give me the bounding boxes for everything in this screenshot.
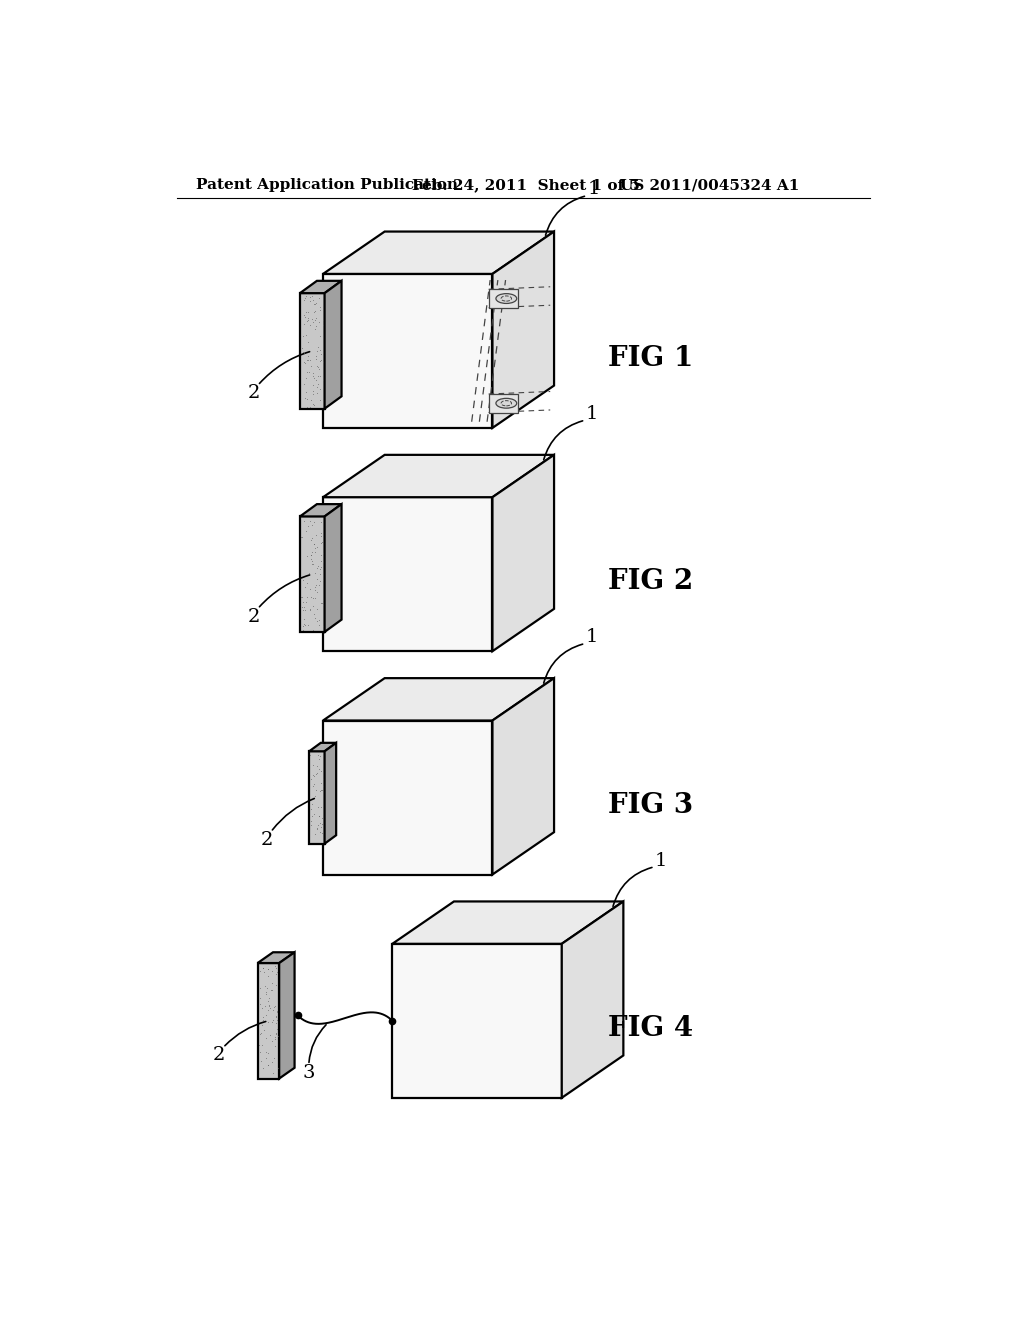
Polygon shape	[323, 721, 493, 875]
Polygon shape	[309, 751, 325, 843]
Polygon shape	[258, 964, 280, 1078]
Text: 2: 2	[213, 1047, 225, 1064]
Text: US 2011/0045324 A1: US 2011/0045324 A1	[620, 178, 799, 193]
Polygon shape	[258, 952, 295, 964]
Text: 1: 1	[587, 181, 599, 198]
Polygon shape	[323, 678, 554, 721]
Polygon shape	[300, 281, 342, 293]
Polygon shape	[392, 902, 624, 944]
Text: FIG 3: FIG 3	[608, 792, 693, 818]
Ellipse shape	[496, 293, 517, 304]
Polygon shape	[280, 952, 295, 1078]
Ellipse shape	[496, 399, 517, 408]
Polygon shape	[300, 516, 325, 632]
Text: Feb. 24, 2011  Sheet 1 of 5: Feb. 24, 2011 Sheet 1 of 5	[412, 178, 639, 193]
Text: FIG 4: FIG 4	[608, 1015, 693, 1041]
Polygon shape	[323, 275, 493, 428]
Polygon shape	[325, 743, 336, 843]
Text: 2: 2	[248, 384, 260, 403]
Text: 3: 3	[302, 1064, 315, 1082]
Polygon shape	[300, 293, 325, 409]
Polygon shape	[493, 455, 554, 651]
Polygon shape	[300, 504, 342, 516]
Polygon shape	[493, 231, 554, 428]
Polygon shape	[323, 455, 554, 498]
Polygon shape	[323, 231, 554, 275]
Polygon shape	[488, 289, 518, 308]
Text: 1: 1	[586, 405, 598, 422]
Polygon shape	[493, 678, 554, 875]
Text: 1: 1	[654, 851, 667, 870]
Polygon shape	[392, 944, 562, 1098]
Polygon shape	[325, 504, 342, 632]
Text: 2: 2	[261, 830, 273, 849]
Text: Patent Application Publication: Patent Application Publication	[196, 178, 458, 193]
Polygon shape	[562, 902, 624, 1098]
Text: 2: 2	[248, 607, 260, 626]
Polygon shape	[323, 498, 493, 651]
Polygon shape	[309, 743, 336, 751]
Text: FIG 2: FIG 2	[608, 569, 693, 595]
Text: FIG 1: FIG 1	[608, 345, 693, 372]
Text: 1: 1	[586, 628, 598, 647]
Polygon shape	[325, 281, 342, 409]
Polygon shape	[488, 395, 518, 412]
